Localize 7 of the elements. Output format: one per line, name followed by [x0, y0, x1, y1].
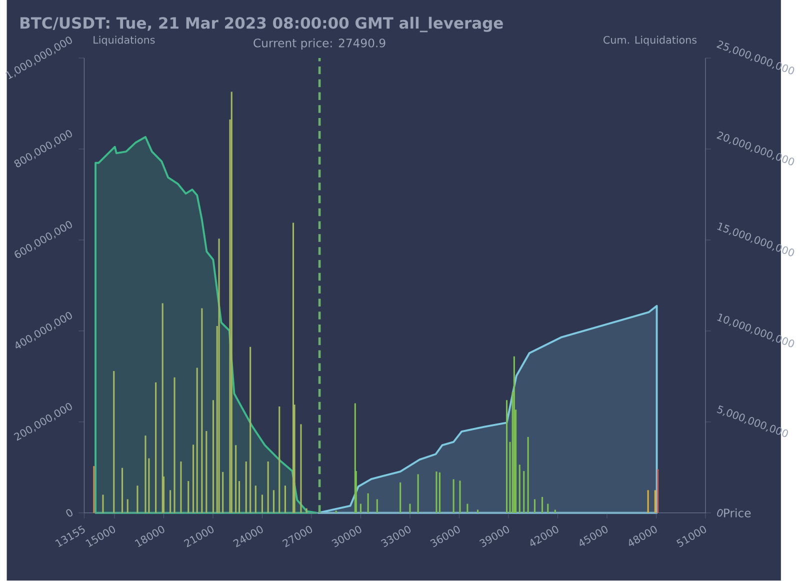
- x-axis-title: Price: [724, 508, 751, 518]
- ref-line-label: Current price: 27490.9: [254, 38, 386, 50]
- y-tick-label: 0: [66, 509, 72, 517]
- y2-axis-title: Cum. Liquidations: [604, 36, 697, 46]
- chart-title: BTC/USDT: Tue, 21 Mar 2023 08:00:00 GMT all_leverage: [20, 16, 503, 32]
- y-axis-title: Liquidations: [94, 36, 155, 46]
- y2-tick-label: 0: [717, 509, 723, 517]
